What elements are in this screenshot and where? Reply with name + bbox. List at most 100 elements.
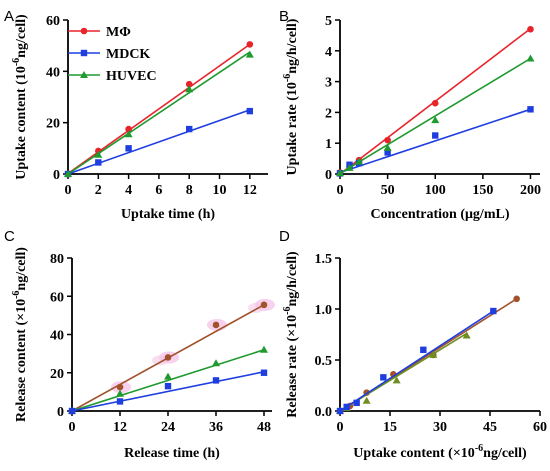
panel-c-fit-line-2 xyxy=(71,371,265,412)
panel-d-x-tick-label: 0 xyxy=(337,420,344,435)
panel-c-y-axis-label: Release content (×10-6ng/cell) xyxy=(11,247,29,422)
panel-d-point-2 xyxy=(490,307,497,315)
panel-c-x-tick-label: 0 xyxy=(69,420,76,435)
panel-a-point-2 xyxy=(245,50,254,58)
legend-label-0: MΦ xyxy=(106,25,131,40)
panel-a-y-tick-label: 20 xyxy=(46,117,60,132)
panel-d-point-1 xyxy=(392,376,401,384)
panel-b-point-0 xyxy=(527,25,534,33)
panel-a-point-2 xyxy=(64,170,72,177)
panel-c-point-0 xyxy=(212,321,220,329)
panel-a-fit-line-0 xyxy=(67,43,251,175)
panel-c-point-0 xyxy=(164,354,172,361)
panel-d-point-2 xyxy=(353,399,360,407)
panel-c-y-tick-label: 20 xyxy=(50,367,64,382)
panel-c-fit-line-1 xyxy=(71,349,265,412)
panel-b-y-tick-label: 2 xyxy=(325,106,332,121)
panel-b-x-tick-label: 200 xyxy=(520,183,541,198)
panel-c-point-2 xyxy=(68,407,76,415)
panel-a-y-tick-label: 40 xyxy=(46,65,60,80)
panel-b-point-2 xyxy=(526,54,535,62)
panel-c-point-0 xyxy=(116,383,124,391)
panel-d-y-tick-label: 1.5 xyxy=(315,252,333,267)
panel-d-point-2 xyxy=(336,407,344,415)
panel-d-point-2 xyxy=(420,346,427,353)
panel-a-point-2 xyxy=(124,130,133,138)
panel-c-highlight xyxy=(248,302,264,313)
panel-d-y-tick-label: 0.0 xyxy=(315,405,333,420)
panel-a-x-tick-label: 2 xyxy=(95,183,102,198)
panel-b-fit-line-2 xyxy=(339,57,531,175)
panel-a-point-0 xyxy=(246,41,254,48)
panel-a-point-1 xyxy=(95,159,102,166)
panel-b-y-tick-label: 5 xyxy=(325,14,332,29)
panel-d-point-2 xyxy=(343,403,350,411)
panel-c-x-axis-label: Release time (h) xyxy=(124,446,220,461)
panel-c-point-2 xyxy=(212,377,220,384)
legend-marker-0 xyxy=(80,27,88,35)
panel-b-x-tick-label: 0 xyxy=(337,183,344,198)
panel-d-point-1 xyxy=(462,331,471,339)
panel-letter-d: D xyxy=(279,228,290,245)
panel-a-point-1 xyxy=(125,145,132,152)
panel-c-release-time-chart: 0 12 24 36 48 0 20 40 60 80 Release time (h) Releas… xyxy=(11,247,275,461)
panel-b-x-tick-label: 100 xyxy=(425,183,446,198)
legend-marker-2 xyxy=(80,71,88,78)
panel-b-point-0 xyxy=(384,136,391,144)
panel-a-y-axis-label: Uptake content (10-6ng/cell) xyxy=(11,14,29,180)
panel-d-y-tick-label: 1.0 xyxy=(315,303,333,318)
panel-b-point-1 xyxy=(527,106,534,113)
panel-letter-a: A xyxy=(4,8,14,25)
panel-a-x-axis-label: Uptake time (h) xyxy=(121,207,215,222)
panel-b-point-2 xyxy=(355,157,364,165)
panel-a-point-1 xyxy=(246,107,254,115)
panel-b-point-1 xyxy=(384,149,391,156)
panel-c-highlight xyxy=(152,355,168,366)
panel-letter-b: B xyxy=(279,8,289,25)
panel-a-y-tick-label: 0 xyxy=(53,168,60,183)
panel-b-y-axis-label: Uptake rate (10-6ng/h/cell) xyxy=(282,18,300,175)
legend-marker-1 xyxy=(80,49,88,57)
panel-b-y-tick-label: 4 xyxy=(325,45,332,60)
panel-c-y-tick-label: 0 xyxy=(57,405,64,420)
panel-d-y-tick-label: 0.5 xyxy=(315,354,333,369)
panel-b-x-tick-label: 150 xyxy=(472,183,493,198)
panel-d-x-axis-label: Uptake content (×10-6ng/cell) xyxy=(353,443,527,461)
panel-b-concentration-chart: 0 50 100 150 200 0 1 2 3 4 5 Concentration (μg/mL) U… xyxy=(282,14,541,222)
panel-c-y-tick-label: 40 xyxy=(50,329,64,344)
panel-d-y-axis-label: Release rate (×10-6ng/h/cell) xyxy=(282,251,300,418)
panel-d-fit-line-2 xyxy=(339,310,494,412)
panel-c-point-2 xyxy=(116,398,124,405)
panel-c-x-tick-label: 36 xyxy=(209,420,223,435)
panel-d-point-1 xyxy=(362,396,371,404)
panel-d-point-2 xyxy=(380,374,387,381)
panel-b-point-2 xyxy=(336,169,344,177)
panel-d-release-rate-chart: 0 15 30 45 60 0.0 0.5 1.0 1.5 Uptake content (×10… xyxy=(282,251,547,461)
panel-b-point-0 xyxy=(431,99,439,107)
panel-b-y-tick-label: 1 xyxy=(325,137,332,152)
panel-c-point-1 xyxy=(212,359,220,367)
panel-a-fit-line-2 xyxy=(67,51,251,175)
panel-b-point-2 xyxy=(345,163,354,171)
panel-a-point-0 xyxy=(185,80,193,88)
panel-c-point-2 xyxy=(164,382,172,390)
panel-b-x-tick-label: 50 xyxy=(381,183,395,198)
panel-d-point-1 xyxy=(429,350,438,358)
panel-c-point-1 xyxy=(260,345,268,353)
panel-c-point-1 xyxy=(164,372,172,380)
panel-d-x-tick-label: 15 xyxy=(383,420,397,435)
panel-c-point-0 xyxy=(260,301,268,309)
panel-a-x-tick-label: 0 xyxy=(65,183,72,198)
legend-label-2: HUVEC xyxy=(106,69,157,84)
panel-d-x-tick-label: 30 xyxy=(433,420,447,435)
panel-d-x-tick-label: 45 xyxy=(483,420,497,435)
panel-b-point-2 xyxy=(431,116,440,124)
panel-a-x-tick-label: 8 xyxy=(186,183,193,198)
panel-c-point-2 xyxy=(260,369,268,376)
panel-a-uptake-time-chart: 0 2 4 6 8 10 12 0 20 40 60 Uptake time (h) Uptake co… xyxy=(11,14,268,222)
panel-d-point-0 xyxy=(513,295,520,303)
panel-b-point-1 xyxy=(432,132,439,139)
panel-a-x-tick-label: 6 xyxy=(155,183,162,198)
panel-a-point-0 xyxy=(125,125,132,133)
